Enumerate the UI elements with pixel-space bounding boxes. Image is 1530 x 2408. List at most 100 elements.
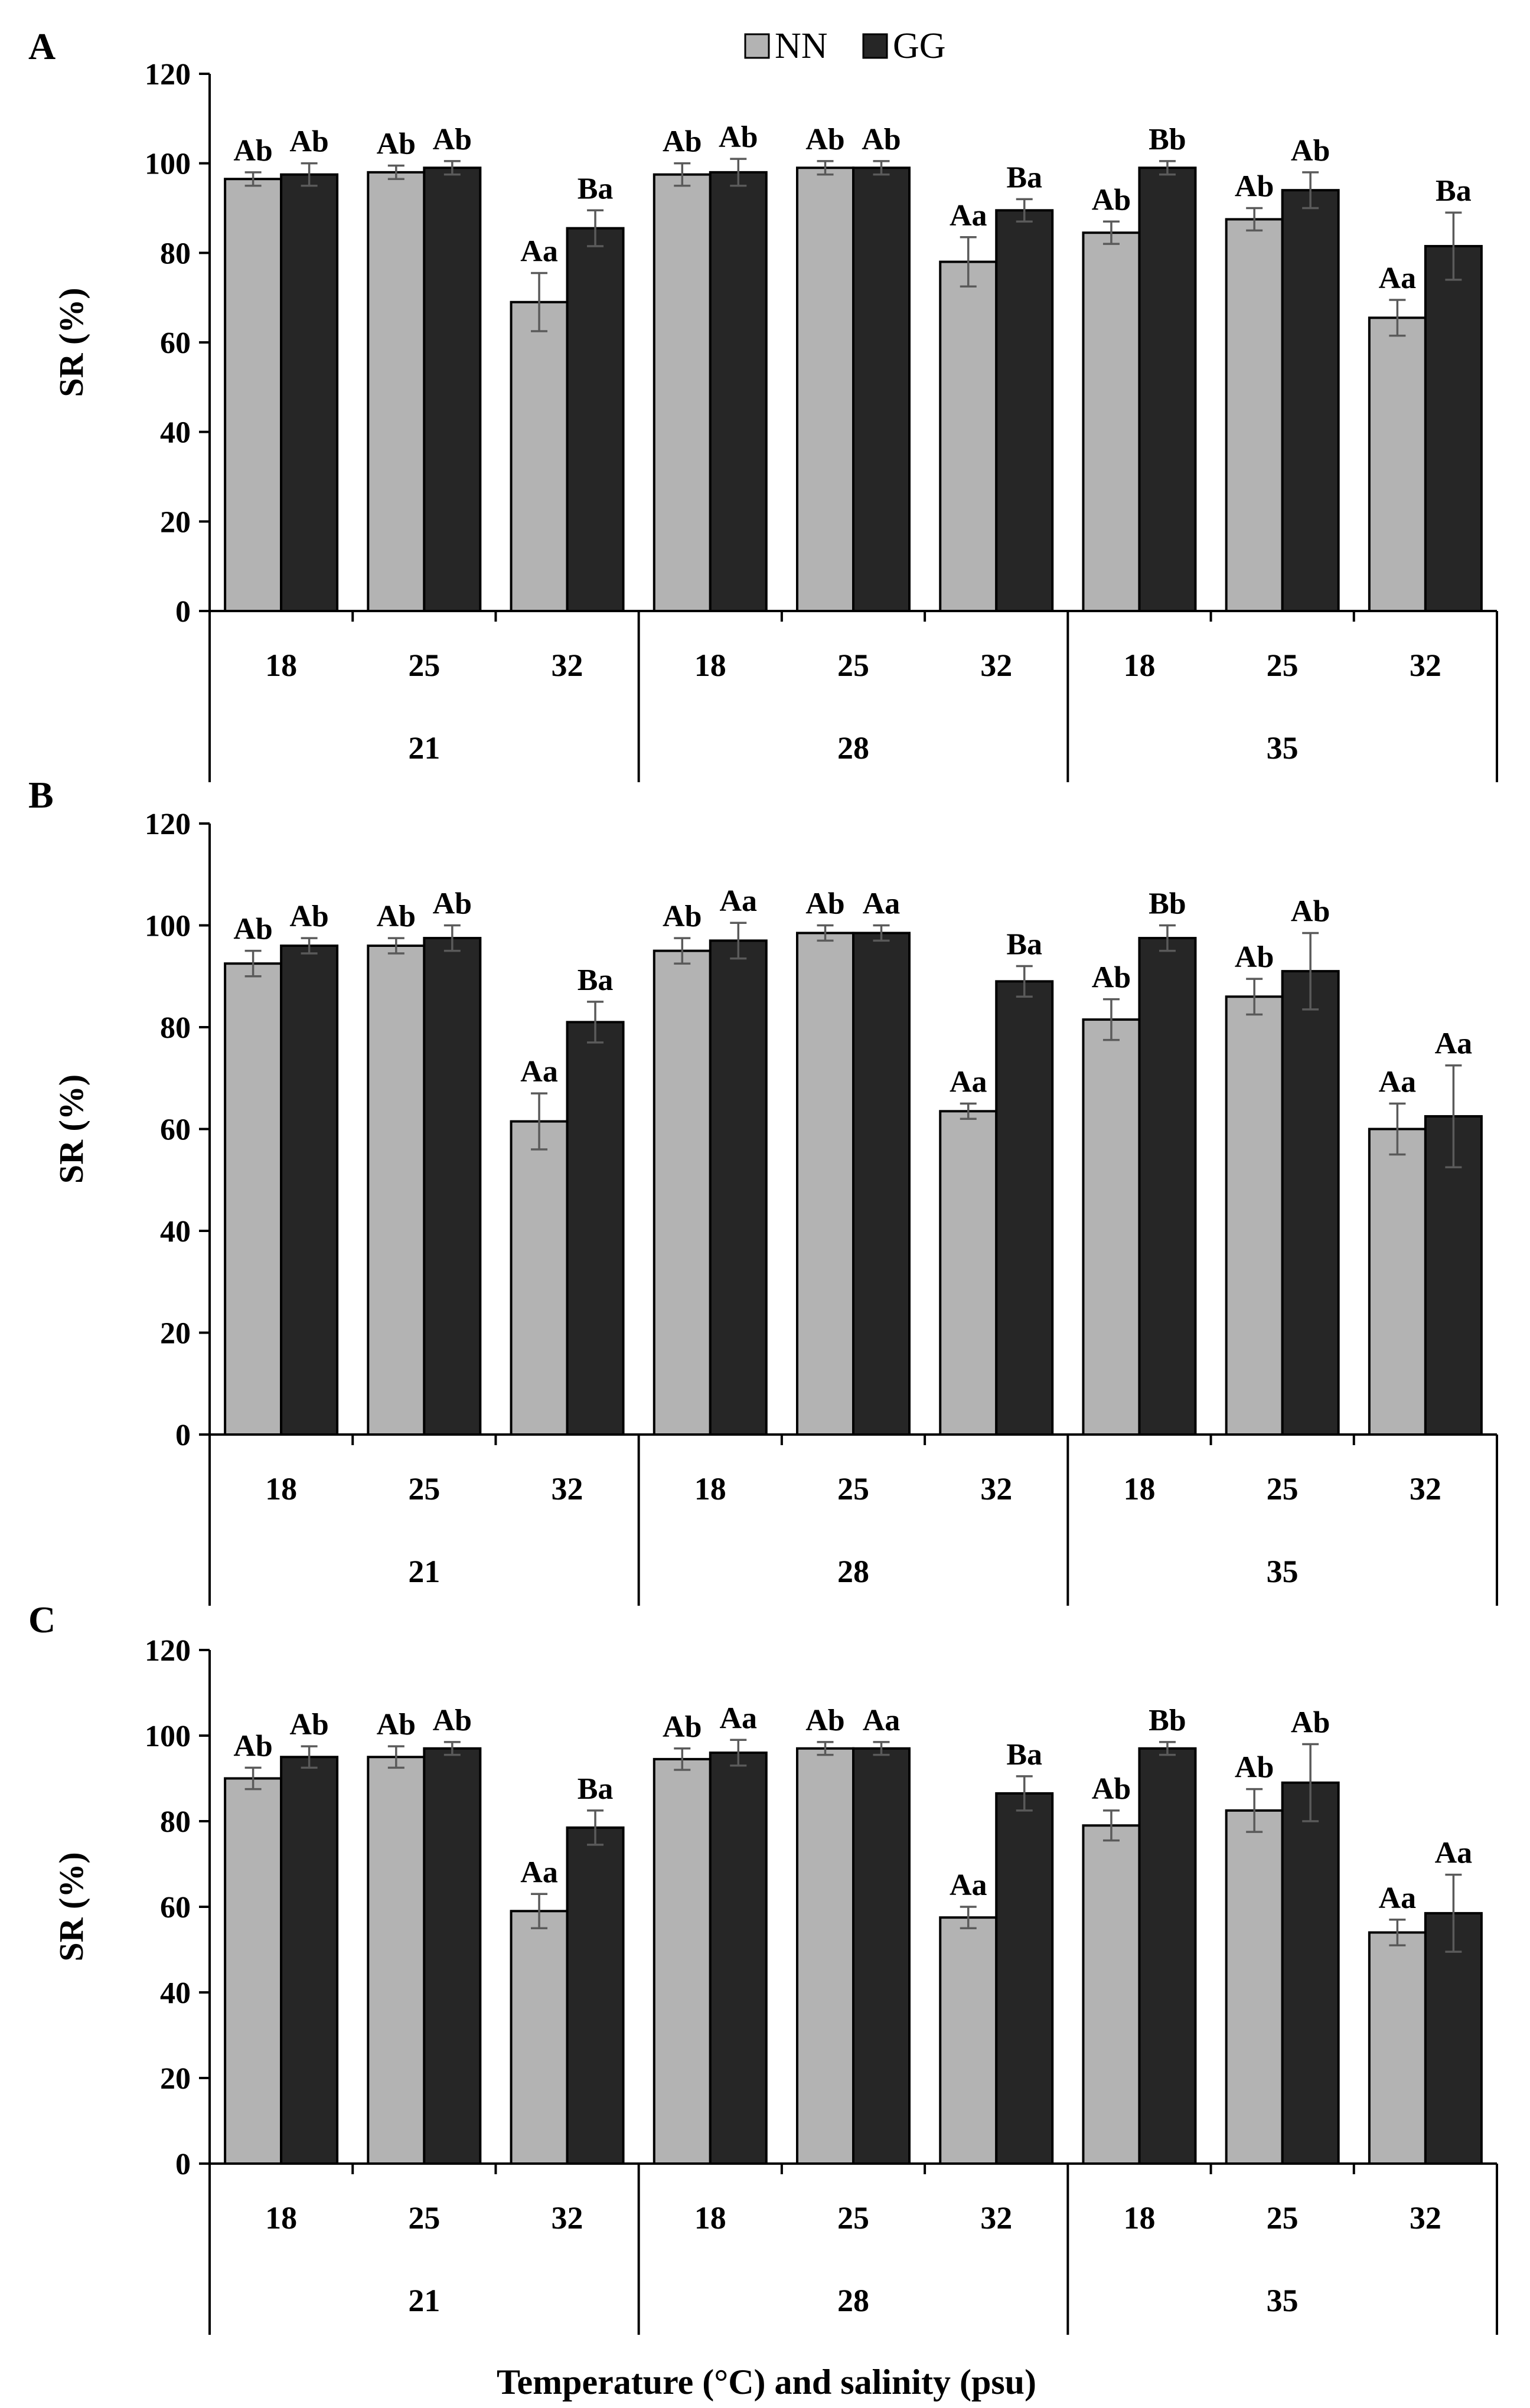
bar-nn: [653, 173, 712, 612]
category-label: 32: [980, 1471, 1012, 1507]
category-label: 25: [1267, 2200, 1299, 2236]
bar-nn: [510, 1910, 569, 2165]
category-label: 18: [1123, 1471, 1155, 1507]
panel-letter: C: [28, 1599, 56, 1641]
bar-gg: [280, 173, 339, 612]
bar-gg: [852, 166, 911, 612]
y-tick-label: 80: [160, 237, 191, 270]
significance-label: Ab: [805, 1704, 844, 1737]
y-tick-label: 0: [175, 595, 191, 629]
category-label: 32: [980, 648, 1012, 683]
y-tick-label: 20: [160, 2062, 191, 2096]
significance-label: Aa: [1379, 1065, 1417, 1099]
significance-label: Aa: [950, 1065, 987, 1099]
panel-letter: A: [28, 25, 56, 67]
bar-nn: [1368, 1931, 1427, 2165]
bar-gg: [995, 980, 1054, 1436]
significance-label: Ab: [1235, 940, 1274, 974]
legend: NN GG: [744, 26, 946, 66]
group-label: 28: [837, 1554, 869, 1589]
bar-nn: [224, 1777, 283, 2165]
significance-label: Ab: [1291, 894, 1330, 928]
bar-nn: [224, 962, 283, 1436]
significance-label: Ab: [377, 1708, 416, 1742]
bar-gg: [280, 1756, 339, 2165]
significance-label: Aa: [1435, 1837, 1473, 1870]
significance-label: Aa: [520, 1855, 558, 1889]
significance-label: Ab: [233, 913, 272, 946]
significance-label: Ab: [663, 900, 702, 933]
x-axis-label: Temperature (°C) and salinity (psu): [497, 2363, 1036, 2402]
bar-nn: [367, 1756, 426, 2165]
bar-gg: [423, 937, 482, 1436]
bar-gg: [423, 166, 482, 612]
bar-nn: [367, 945, 426, 1436]
significance-label: Ab: [805, 887, 844, 921]
bar-gg: [566, 1021, 625, 1436]
y-tick-label: 100: [145, 1720, 191, 1753]
y-axis-title: SR (%): [52, 1074, 90, 1184]
bar-gg: [566, 1826, 625, 2165]
bar-nn: [939, 260, 998, 612]
significance-label: Ab: [1235, 1751, 1274, 1785]
significance-label: Aa: [719, 884, 757, 918]
significance-label: Aa: [1379, 262, 1417, 295]
bar-gg: [1424, 244, 1483, 613]
y-tick-label: 80: [160, 1805, 191, 1839]
panel-c: C SR (%) 0 20 40 60 80 100 120 18 25 32 18 25 32 18 25 32…: [28, 1599, 1498, 2335]
bar-gg: [1424, 1912, 1483, 2165]
significance-label: Ba: [1436, 174, 1472, 208]
significance-label: Aa: [950, 1868, 987, 1902]
group-label: 21: [408, 730, 440, 766]
y-tick-label: 40: [160, 416, 191, 450]
significance-label: Bb: [1149, 1704, 1186, 1737]
significance-label: Bb: [1149, 123, 1186, 156]
bar-gg: [280, 945, 339, 1436]
group-label: 35: [1267, 1554, 1299, 1589]
bar-nn: [1082, 1018, 1141, 1436]
significance-label: Ab: [233, 1729, 272, 1763]
significance-label: Aa: [950, 199, 987, 233]
group-label: 35: [1267, 2283, 1299, 2318]
legend-gg-swatch: [862, 33, 888, 59]
bar-nn: [796, 166, 854, 612]
y-tick-label: 80: [160, 1011, 191, 1045]
legend-gg-label: GG: [893, 26, 946, 66]
category-label: 32: [1410, 2200, 1441, 2236]
category-label: 32: [552, 1471, 583, 1507]
significance-label: Aa: [520, 1055, 558, 1089]
category-label: 32: [552, 2200, 583, 2236]
significance-label: Ab: [862, 123, 901, 156]
bar-gg: [1138, 1747, 1197, 2165]
category-label: 18: [265, 2200, 297, 2236]
significance-label: Ab: [1092, 1772, 1131, 1806]
y-tick-label: 0: [175, 2148, 191, 2181]
significance-label: Ab: [233, 134, 272, 168]
y-tick-label: 40: [160, 1976, 191, 2010]
category-label: 18: [265, 648, 297, 683]
significance-label: Ba: [578, 1772, 614, 1806]
bar-gg: [709, 939, 768, 1436]
bar-gg: [1281, 189, 1340, 612]
bar-nn: [224, 178, 283, 613]
significance-label: Aa: [863, 1704, 901, 1737]
bar-gg: [709, 171, 768, 613]
bar-nn: [1082, 1824, 1141, 2165]
bar-nn: [939, 1916, 998, 2165]
y-tick-label: 120: [145, 1634, 191, 1668]
significance-label: Ab: [377, 127, 416, 161]
significance-label: Aa: [1435, 1027, 1473, 1061]
y-axis-title: SR (%): [52, 287, 90, 397]
y-tick-label: 0: [175, 1419, 191, 1452]
group-label: 21: [408, 2283, 440, 2318]
category-label: 32: [980, 2200, 1012, 2236]
significance-label: Ba: [578, 172, 614, 205]
bar-nn: [1368, 1128, 1427, 1436]
bar-gg: [1138, 937, 1197, 1436]
category-label: 18: [694, 648, 726, 683]
bar-gg: [423, 1747, 482, 2165]
y-tick-label: 100: [145, 910, 191, 943]
bar-gg: [1281, 970, 1340, 1436]
